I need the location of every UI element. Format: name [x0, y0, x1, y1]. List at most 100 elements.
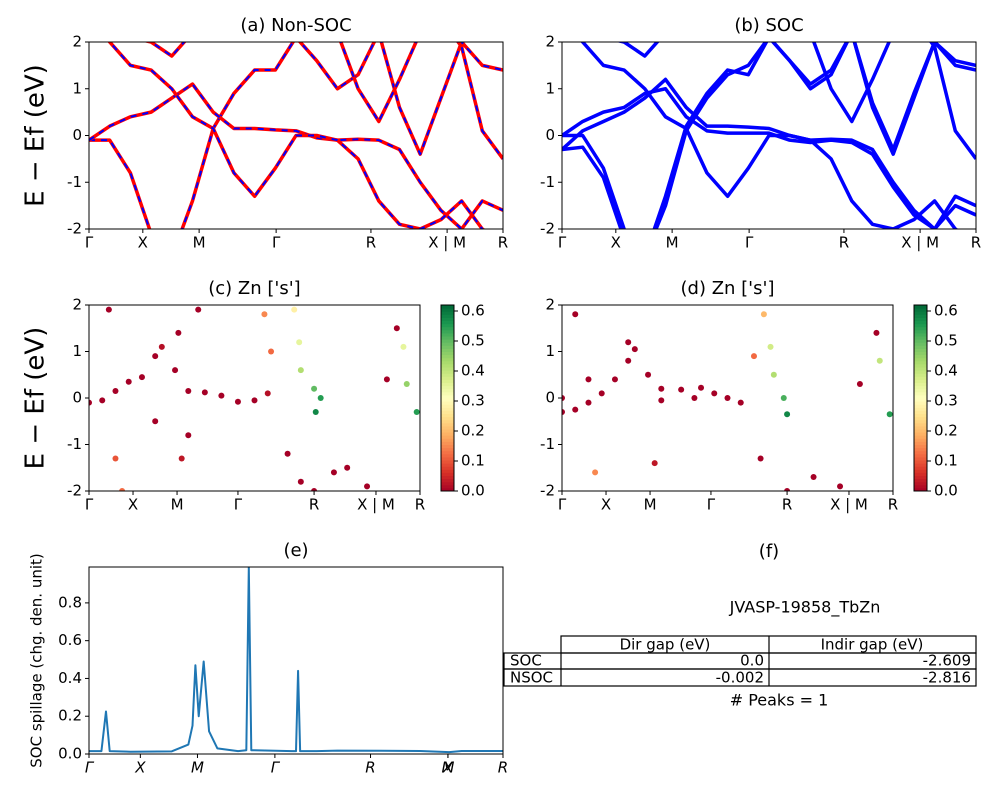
colorbar-segment — [441, 407, 454, 411]
colorbar-segment — [441, 441, 454, 445]
x-tick-label: M — [193, 234, 206, 252]
colorbar-segment — [441, 447, 454, 452]
colorbar-segment — [441, 478, 454, 483]
table-column-header: Indir gap (eV) — [821, 636, 924, 654]
band-point — [400, 343, 407, 350]
band-point — [562, 408, 565, 415]
colorbar-segment — [441, 419, 454, 424]
x-tick-label: M — [644, 496, 657, 514]
y-axis-label: E − Ef (eV) — [21, 327, 51, 470]
band-point — [770, 371, 777, 378]
colorbar-segment — [441, 487, 454, 492]
x-tick-label: R — [415, 496, 425, 514]
band-point — [572, 406, 579, 413]
band-line — [580, 42, 959, 229]
panel-title: (a) Non-SOC — [240, 15, 351, 36]
colorbar-tick-label: 0.3 — [934, 392, 958, 410]
band-point — [268, 348, 275, 355]
colorbar-segment — [441, 367, 454, 371]
panel-title: (d) Zn ['s'] — [681, 278, 775, 299]
band-point — [178, 455, 185, 462]
colorbar-segment — [914, 373, 927, 377]
band-point — [724, 395, 731, 401]
x-tick-label: Γ — [234, 496, 243, 514]
colorbar-segment — [914, 410, 927, 414]
band-point — [757, 455, 764, 462]
colorbar-segment — [441, 481, 454, 486]
band-point — [658, 397, 665, 404]
band-point — [651, 460, 658, 467]
band-line — [562, 87, 976, 229]
colorbar-segment — [914, 367, 927, 371]
colorbar-segment — [441, 336, 454, 340]
y-tick-label: 2 — [545, 33, 555, 51]
x-tick-label: Γ — [85, 496, 94, 514]
panel: (d) Zn ['s'] -2 -1 0 1 2 Γ X M Γ R X | M R 0.0 0.1 0.2 0… — [540, 278, 958, 514]
band-point — [873, 329, 880, 336]
band-point — [658, 385, 665, 392]
colorbar-segment — [441, 348, 454, 352]
colorbar-segment — [441, 305, 454, 309]
y-tick-label: -2 — [67, 482, 82, 500]
colorbar-segment — [441, 379, 454, 383]
x-tick-label: M — [441, 759, 454, 777]
colorbar-segment — [441, 323, 454, 328]
colorbar-segment — [441, 360, 454, 365]
y-tick-label: 1 — [72, 342, 82, 360]
x-tick-label: Γ — [85, 759, 95, 777]
colorbar-tick-label: 0.6 — [934, 302, 958, 320]
table-row — [503, 668, 977, 687]
band-point — [311, 488, 318, 491]
colorbar-segment — [441, 484, 454, 489]
colorbar-segment — [914, 308, 927, 312]
y-tick-label: 0.2 — [58, 707, 82, 725]
colorbar-tick-label: 0.5 — [934, 332, 958, 350]
colorbar-segment — [914, 376, 927, 380]
colorbar-segment — [914, 407, 927, 411]
colorbar-segment — [441, 351, 454, 356]
band-point — [291, 306, 298, 313]
band-point — [99, 397, 106, 404]
colorbar-segment — [914, 487, 927, 492]
colorbar-tick-label: 0.4 — [461, 362, 485, 380]
y-tick-label: 0.6 — [58, 631, 82, 649]
colorbar-segment — [914, 345, 927, 349]
table-cell: -2.816 — [923, 669, 971, 687]
plot-area — [89, 42, 503, 229]
colorbar-segment — [914, 481, 927, 486]
x-tick-label: Γ — [271, 759, 281, 777]
colorbar-segment — [914, 419, 927, 424]
band-line — [108, 42, 485, 229]
colorbar-segment — [914, 382, 927, 387]
x-tick-label: R — [888, 496, 898, 514]
colorbar-segment — [914, 332, 927, 337]
colorbar-segment — [914, 463, 927, 467]
colorbar-segment — [914, 323, 927, 328]
band-point — [158, 343, 165, 350]
colorbar-segment — [441, 410, 454, 414]
colorbar-segment — [914, 484, 927, 489]
band-point — [585, 399, 592, 406]
colorbar-segment — [441, 370, 454, 374]
x-tick-label: X — [601, 496, 611, 514]
y-tick-label: -1 — [540, 173, 555, 191]
colorbar-segment — [914, 460, 927, 464]
panel-title: (f) — [759, 541, 779, 562]
footer: # Peaks = 1 — [730, 691, 829, 710]
band-point — [810, 474, 817, 481]
band-line — [89, 42, 503, 229]
x-tick-label: X — [442, 759, 454, 777]
band-point — [691, 395, 698, 401]
colorbar-segment — [441, 391, 454, 396]
colorbar-segment — [914, 444, 927, 449]
band-point — [152, 353, 159, 360]
colorbar-segment — [441, 373, 454, 377]
colorbar-segment — [441, 435, 454, 439]
plot-area — [89, 306, 420, 491]
colorbar-segment — [441, 444, 454, 449]
panel-f: (f) JVASP-19858_TbZn Dir gap (eV) Indir … — [503, 541, 977, 710]
y-tick-label: 0 — [72, 389, 82, 407]
colorbar-segment — [441, 342, 454, 346]
band-point — [251, 397, 258, 404]
subtitle: JVASP-19858_TbZn — [729, 598, 881, 618]
